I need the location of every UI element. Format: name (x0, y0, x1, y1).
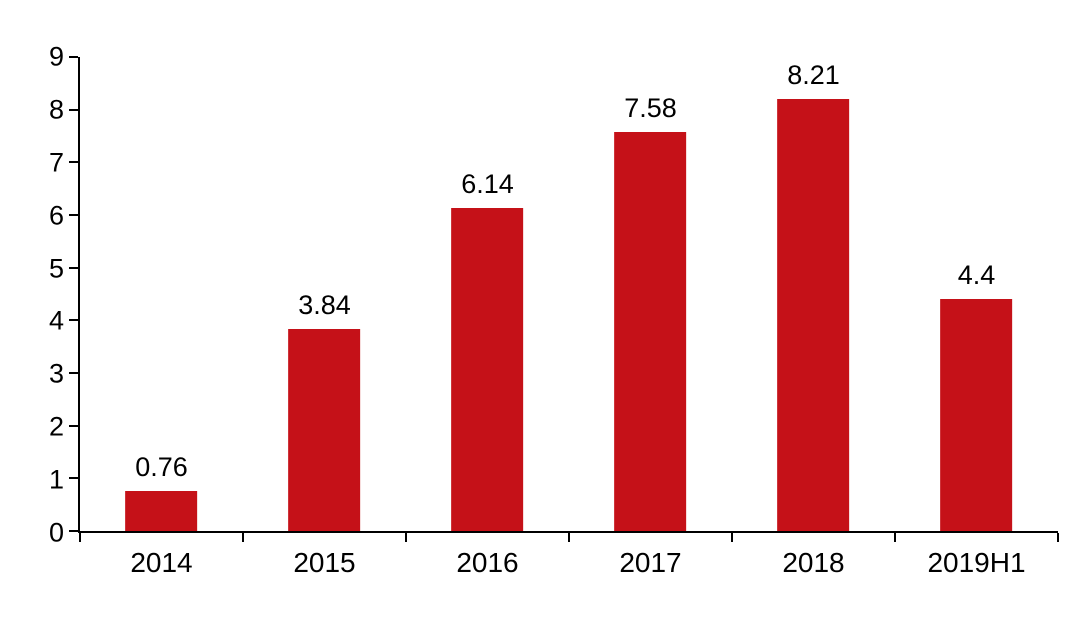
y-tick-label: 0 (48, 517, 64, 548)
y-tick-mark (69, 56, 78, 58)
y-tick-label: 3 (48, 358, 64, 389)
bar-slot: 6.14 2016 (406, 57, 569, 577)
y-tick-label: 9 (48, 41, 64, 72)
bar-value-label: 3.84 (298, 289, 351, 320)
bar-value-label: 0.76 (135, 451, 188, 482)
y-tick-label: 4 (48, 305, 64, 336)
x-tick-mark (730, 533, 733, 542)
bar-slot: 4.4 2019H1 (895, 57, 1058, 577)
y-tick-label: 6 (48, 200, 64, 231)
y-tick-mark (69, 424, 78, 427)
bar (451, 207, 524, 531)
bar-slot: 3.84 2015 (243, 57, 406, 577)
y-tick-label: 8 (48, 94, 64, 125)
y-tick-mark (69, 477, 78, 480)
y-tick-mark (69, 108, 78, 111)
bar-value-label: 6.14 (461, 168, 514, 199)
bar-value-label: 8.21 (787, 59, 840, 90)
bar-value-label: 7.58 (624, 92, 677, 123)
y-axis: 0 1 2 3 4 5 6 7 8 9 (0, 43, 64, 546)
y-tick-label: 2 (48, 411, 64, 442)
x-tick-label: 2019H1 (927, 547, 1026, 578)
x-tick-mark (79, 533, 81, 542)
x-tick-mark (568, 533, 570, 542)
x-tick-label: 2018 (782, 547, 845, 578)
y-tick-label: 7 (48, 147, 64, 178)
x-tick-mark (1057, 533, 1059, 542)
x-tick-mark (241, 533, 244, 542)
y-tick-mark (69, 266, 78, 269)
x-tick-label: 2015 (293, 547, 356, 578)
x-tick-mark (404, 533, 407, 542)
y-tick-mark (69, 213, 78, 216)
bar (940, 299, 1013, 531)
y-tick-mark (69, 319, 78, 322)
bar-slot: 8.21 2018 (732, 57, 895, 577)
x-tick-label: 2017 (619, 547, 682, 578)
bar (614, 131, 687, 531)
x-tick-mark (894, 533, 896, 542)
x-tick-label: 2016 (456, 547, 519, 578)
y-tick-mark (69, 530, 78, 532)
bar-value-label: 4.4 (957, 260, 996, 291)
y-tick-label: 1 (48, 464, 64, 495)
y-tick-mark (69, 371, 78, 374)
bar (777, 98, 850, 531)
x-tick-label: 2014 (130, 547, 193, 578)
bar (125, 490, 198, 531)
plot-area: 0.76 2014 3.84 2015 6.14 2016 7.58 2017 8.21 2018… (69, 56, 1059, 577)
bar-slot: 0.76 2014 (80, 57, 243, 577)
bar-slot: 7.58 2017 (569, 57, 732, 577)
y-tick-label: 5 (48, 253, 64, 284)
y-tick-mark (69, 161, 78, 164)
bar (288, 328, 361, 531)
